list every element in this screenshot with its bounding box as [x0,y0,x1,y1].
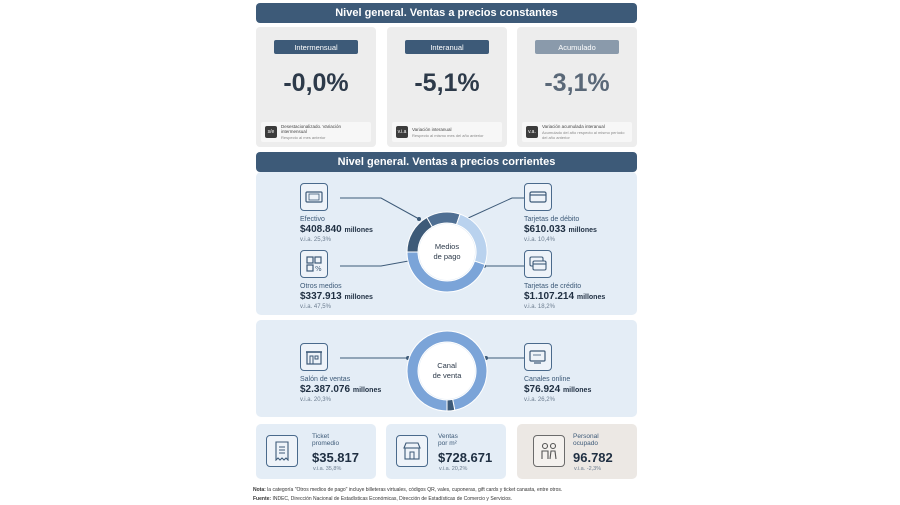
kpi-value: -3,1% [544,69,610,97]
tarjetas-credito-unit: millones [576,294,606,301]
donut-hole [419,343,475,399]
salon-ventas-unit: millones [352,387,382,394]
note-subtitle: Acumulado del año respecto al mismo perí… [542,130,625,140]
kpi-card-interanual: Interanual -5,1% v.i.a Variación interan… [387,27,507,147]
section-header-corrientes: Nivel general. Ventas a precios corrient… [256,152,637,172]
ventas-m2-value: $728.671 [438,450,493,465]
salon-ventas-via: v.i.a. 20,3% [300,397,331,403]
ticket-promedio-card: Ticket promedio $35.817 v.i.a. 35,8% [256,424,376,479]
debit-card-icon [524,183,552,211]
tarjetas-debito-amount: $610.033 [524,224,566,235]
donut-slice-canales-online [446,398,456,412]
otros-medios-unit: millones [344,294,373,301]
ventas-m2-label: Ventas por m² [438,433,458,447]
personal-via: v.i.a. -2,3% [574,466,602,472]
canales-online-via: v.i.a. 26,2% [524,397,555,403]
note-subtitle: Respecto al mes anterior [281,135,326,140]
canal-de-venta-panel: Canal de venta Salón de ventas $2.387.07… [256,320,637,417]
note-subtitle: Respecto al mismo mes del año anterior [412,132,484,138]
fuente-label: Fuente: [253,496,272,502]
nota-label: Nota: [253,487,266,493]
ventas-m2-via: v.i.a. 20,2% [439,466,468,472]
kpi-pill: Acumulado [535,40,619,54]
note-title: Variación acumulada interanual [542,124,605,129]
calendar-icon: v.i.a [396,126,408,138]
kpi-card-acumulado: Acumulado -3,1% v.a. Variación acumulada… [517,27,637,147]
kpi-card-intermensual: Intermensual -0,0% s/e Desestacionalizad… [256,27,376,147]
canal-donut [406,330,488,412]
qr-code-icon: % [300,250,328,278]
tarjetas-credito-amount: $1.107.214 [524,291,575,302]
donut-slice-tarjetas-de-cr-dito [406,251,486,293]
medios-donut [406,211,488,293]
ticket-value: $35.817 [312,450,359,465]
canales-online-label: Canales online [524,376,571,383]
store-icon [300,343,328,371]
donut-hole [419,224,475,280]
kpi-note: v.i.a Variación interanual Respecto al m… [392,122,502,142]
personal-ocupado-card: Personal ocupado 96.782 v.i.a. -2,3% [517,424,637,479]
fuente-text: INDEC, Dirección Nacional de Estadística… [272,496,512,502]
personal-value: 96.782 [573,450,613,465]
people-icon [533,435,565,467]
calendar-icon: s/e [265,126,277,138]
personal-label: Personal ocupado [573,433,599,447]
canales-online-unit: millones [562,387,592,394]
efectivo-item: Efectivo $408.840 millones v.i.a. 25,3% [300,183,440,244]
tarjetas-debito-label: Tarjetas de débito [524,216,580,223]
computer-icon [524,343,552,371]
kpi-pill: Intermensual [274,40,358,54]
note-title: Variación interanual [412,126,452,132]
efectivo-unit: millones [344,227,373,234]
tarjetas-debito-item: Tarjetas de débito $610.033 millones v.i… [524,183,664,244]
otros-medios-via: v.i.a. 47,5% [300,304,331,310]
note-title: Desestacionalizado. Variación intermensu… [281,124,341,134]
otros-medios-amount: $337.913 [300,291,342,302]
tarjetas-credito-label: Tarjetas de crédito [524,283,582,290]
footnote-nota: Nota: la categoría "Otros medios de pago… [253,487,562,493]
medios-donut-label: Medios de pago [416,242,478,262]
tarjetas-credito-item: Tarjetas de crédito $1.107.214 millones … [524,250,664,311]
ticket-via: v.i.a. 35,8% [313,466,342,472]
donut-label-line2: de pago [433,252,461,261]
efectivo-via: v.i.a. 25,3% [300,237,331,243]
donut-label-line1: Canal [437,361,457,370]
efectivo-amount: $408.840 [300,224,342,235]
ventas-m2-card: Ventas por m² $728.671 v.i.a. 20,2% [386,424,506,479]
ticket-label: Ticket promedio [312,433,340,447]
storefront-icon [396,435,428,467]
canales-online-item: Canales online $76.924 millones v.i.a. 2… [524,343,664,404]
salon-ventas-label: Salón de ventas [300,376,351,383]
calendar-icon: v.a. [526,126,538,138]
canales-online-amount: $76.924 [524,384,561,395]
otros-medios-label: Otros medios [300,283,342,290]
salon-ventas-item: Salón de ventas $2.387.076 millones v.i.… [300,343,440,404]
svg-text:%: % [315,265,322,272]
kpi-value: -0,0% [283,69,349,97]
otros-medios-item: % Otros medios $337.913 millones v.i.a. … [300,250,440,311]
kpi-note: s/e Desestacionalizado. Variación interm… [261,122,371,142]
kpi-note: v.a. Variación acumulada interanual Acum… [522,122,632,142]
donut-label-line1: Medios [434,242,460,251]
credit-cards-icon [524,250,552,278]
donut-slice-sal-n-de-ventas [406,330,488,412]
kpi-pill: Interanual [405,40,489,54]
canal-donut-label: Canal de venta [416,361,478,381]
kpi-value: -5,1% [414,69,480,97]
section-header-constantes: Nivel general. Ventas a precios constant… [256,3,637,23]
medios-de-pago-panel: Medios de pago Efectivo $408.840 millone… [256,172,637,315]
footnote-fuente: Fuente: INDEC, Dirección Nacional de Est… [253,496,512,502]
tarjetas-debito-via: v.i.a. 10,4% [524,237,555,243]
donut-label-line2: de venta [432,371,462,380]
efectivo-label: Efectivo [300,216,325,223]
tarjetas-credito-via: v.i.a. 18,2% [524,304,555,310]
tarjetas-debito-unit: millones [568,227,597,234]
nota-text: la categoría "Otros medios de pago" incl… [267,487,563,493]
receipt-icon [266,435,298,467]
salon-ventas-amount: $2.387.076 [300,384,351,395]
cash-icon [300,183,328,211]
